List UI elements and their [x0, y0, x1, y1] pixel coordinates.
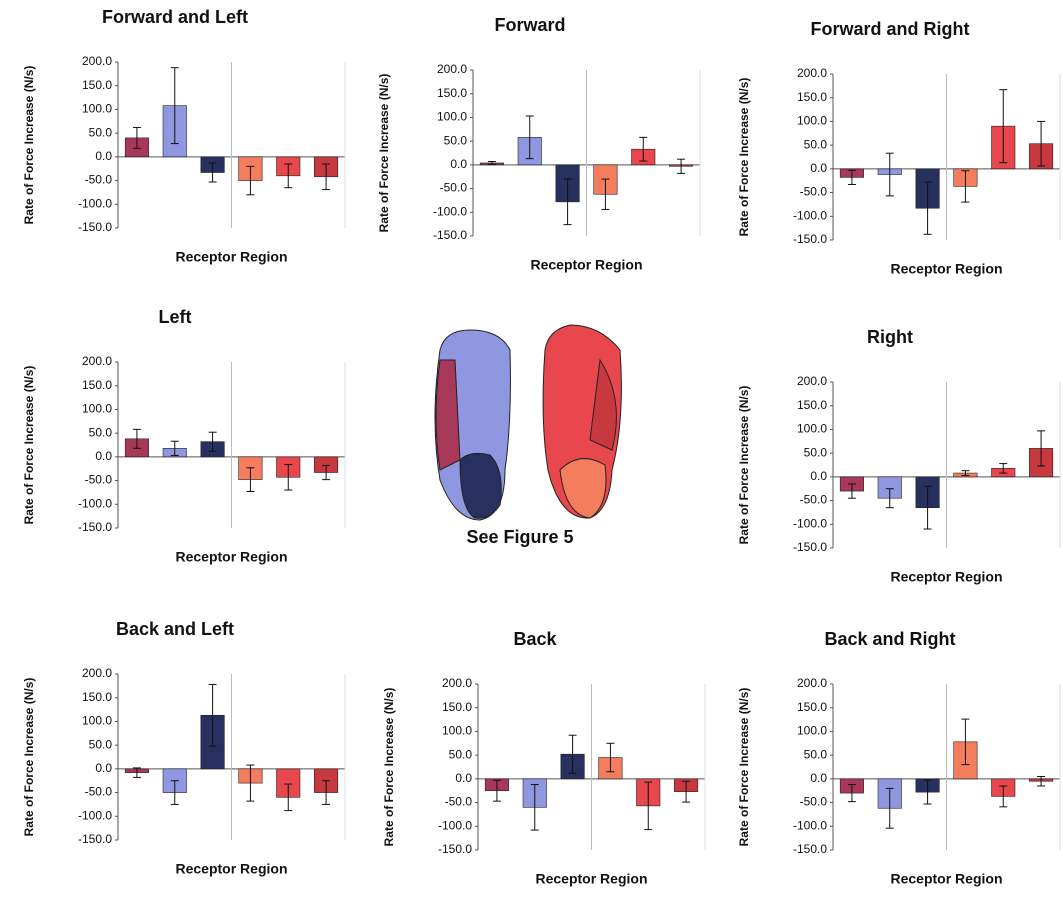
chart: Back and Right Rate of Force Increase (N/…	[737, 629, 1060, 887]
x-axis-label: Receptor Region	[890, 569, 1002, 585]
y-tick-label: 100.0	[797, 114, 827, 128]
y-axis-label: Rate of Force Increase (N/s)	[22, 678, 36, 837]
y-tick-label: -150.0	[438, 842, 472, 856]
chart-title: Back and Left	[116, 619, 234, 639]
chart: Left Rate of Force Increase (N/s) Receptor…	[22, 307, 345, 565]
y-tick-label: 200.0	[82, 666, 112, 680]
y-tick-label: 100.0	[442, 724, 472, 738]
x-axis-label: Receptor Region	[175, 249, 287, 265]
y-tick-label: -100.0	[438, 818, 472, 832]
y-tick-label: 150.0	[82, 690, 112, 704]
y-tick-label: -100.0	[78, 496, 112, 510]
figure: See Figure 5 Forward and Left Rate of For…	[0, 0, 1063, 899]
y-tick-label: 150.0	[442, 700, 472, 714]
y-tick-label: -100.0	[793, 208, 827, 222]
y-tick-label: -50.0	[445, 795, 473, 809]
x-axis-label: Receptor Region	[535, 871, 647, 887]
y-tick-label: 50.0	[804, 137, 828, 151]
y-tick-label: -50.0	[800, 493, 828, 507]
y-tick-label: 150.0	[797, 398, 827, 412]
y-tick-label: 100.0	[82, 714, 112, 728]
chart-title: Forward	[494, 15, 565, 35]
y-tick-label: 200.0	[82, 354, 112, 368]
y-tick-label: 0.0	[810, 771, 827, 785]
y-tick-label: -150.0	[78, 832, 112, 846]
chart-title: Right	[867, 327, 913, 347]
chart-title: Left	[159, 307, 192, 327]
x-axis-label: Receptor Region	[890, 871, 1002, 887]
y-tick-label: 50.0	[89, 737, 113, 751]
x-axis-label: Receptor Region	[890, 261, 1002, 277]
foot-diagram	[435, 325, 621, 520]
y-axis-label: Rate of Force Increase (N/s)	[382, 688, 396, 847]
y-tick-label: -100.0	[793, 516, 827, 530]
y-tick-label: 100.0	[82, 402, 112, 416]
y-tick-label: 100.0	[797, 724, 827, 738]
y-tick-label: 150.0	[797, 90, 827, 104]
chart-title: Forward and Right	[811, 19, 970, 39]
y-tick-label: -150.0	[433, 228, 467, 242]
y-tick-label: -100.0	[793, 818, 827, 832]
y-tick-label: -150.0	[78, 520, 112, 534]
y-tick-label: -150.0	[78, 220, 112, 234]
y-tick-label: -150.0	[793, 540, 827, 554]
y-tick-label: 150.0	[797, 700, 827, 714]
y-tick-label: -50.0	[85, 473, 113, 487]
y-tick-label: 0.0	[810, 161, 827, 175]
y-tick-label: 0.0	[450, 157, 467, 171]
y-tick-label: 0.0	[95, 449, 112, 463]
chart-title: Back	[513, 629, 557, 649]
y-tick-label: -50.0	[85, 785, 113, 799]
x-axis-label: Receptor Region	[175, 861, 287, 877]
y-tick-label: 50.0	[449, 747, 473, 761]
y-tick-label: 0.0	[95, 149, 112, 163]
y-axis-label: Rate of Force Increase (N/s)	[22, 66, 36, 225]
y-tick-label: 100.0	[437, 110, 467, 124]
x-axis-label: Receptor Region	[175, 549, 287, 565]
y-tick-label: 50.0	[804, 747, 828, 761]
y-tick-label: 150.0	[437, 86, 467, 100]
chart-title: Forward and Left	[102, 7, 248, 27]
y-tick-label: 200.0	[82, 54, 112, 68]
chart-title: Back and Right	[824, 629, 955, 649]
y-tick-label: -150.0	[793, 232, 827, 246]
chart: Right Rate of Force Increase (N/s) Recepto…	[737, 327, 1060, 585]
y-tick-label: -150.0	[793, 842, 827, 856]
y-tick-label: 0.0	[810, 469, 827, 483]
y-tick-label: 100.0	[797, 422, 827, 436]
center-caption: See Figure 5	[466, 527, 573, 547]
x-axis-label: Receptor Region	[530, 257, 642, 273]
y-axis-label: Rate of Force Increase (N/s)	[737, 386, 751, 545]
y-tick-label: -100.0	[433, 204, 467, 218]
y-axis-label: Rate of Force Increase (N/s)	[737, 78, 751, 237]
y-tick-label: -50.0	[440, 181, 468, 195]
y-tick-label: 200.0	[437, 62, 467, 76]
chart: Back Rate of Force Increase (N/s) Receptor…	[382, 629, 705, 887]
y-tick-label: -50.0	[800, 795, 828, 809]
y-tick-label: 200.0	[442, 676, 472, 690]
y-tick-label: -100.0	[78, 196, 112, 210]
chart: Forward Rate of Force Increase (N/s) Recep…	[377, 15, 700, 273]
chart: Back and Left Rate of Force Increase (N/s…	[22, 619, 345, 877]
y-tick-label: 150.0	[82, 378, 112, 392]
y-axis-label: Rate of Force Increase (N/s)	[377, 74, 391, 233]
y-tick-label: 50.0	[89, 425, 113, 439]
y-tick-label: 50.0	[444, 133, 468, 147]
y-tick-label: 200.0	[797, 66, 827, 80]
y-tick-label: 150.0	[82, 78, 112, 92]
chart: Forward and Left Rate of Force Increase (…	[22, 7, 345, 265]
y-tick-label: 50.0	[89, 125, 113, 139]
y-axis-label: Rate of Force Increase (N/s)	[737, 688, 751, 847]
y-tick-label: 200.0	[797, 676, 827, 690]
y-tick-label: -50.0	[85, 173, 113, 187]
y-tick-label: 50.0	[804, 445, 828, 459]
y-tick-label: -50.0	[800, 185, 828, 199]
y-tick-label: 200.0	[797, 374, 827, 388]
y-tick-label: 0.0	[95, 761, 112, 775]
y-axis-label: Rate of Force Increase (N/s)	[22, 366, 36, 525]
chart: Forward and Right Rate of Force Increase …	[737, 19, 1060, 277]
y-tick-label: 100.0	[82, 102, 112, 116]
y-tick-label: -100.0	[78, 808, 112, 822]
y-tick-label: 0.0	[455, 771, 472, 785]
